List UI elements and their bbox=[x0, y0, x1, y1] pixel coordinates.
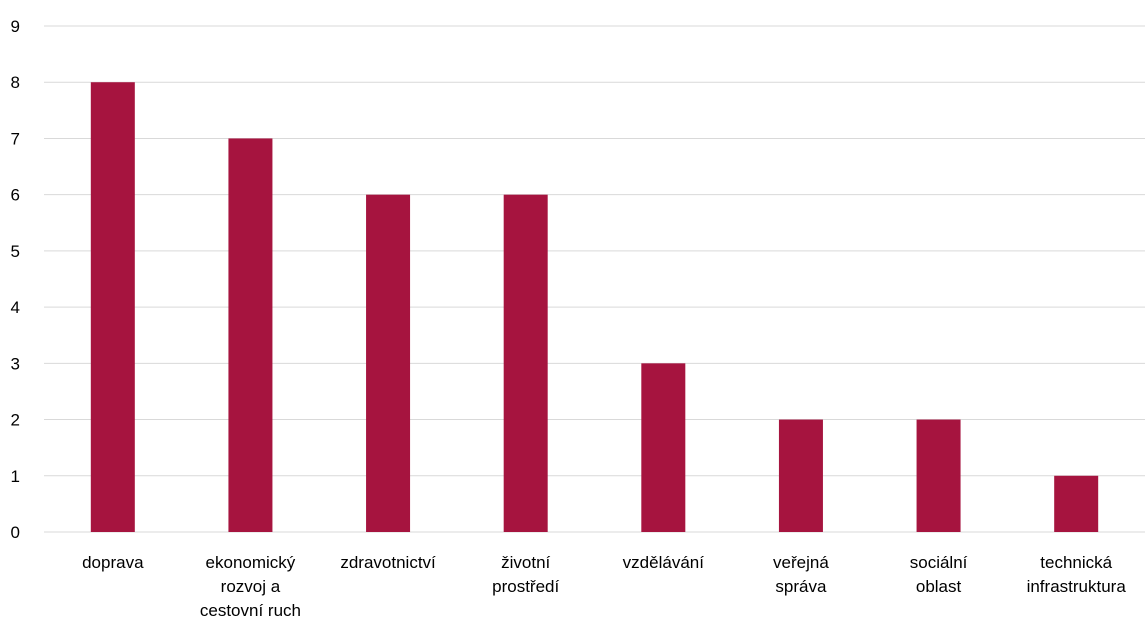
x-tick-label-line: vzdělávání bbox=[623, 553, 705, 572]
y-tick-label: 0 bbox=[11, 523, 20, 542]
y-tick-label: 9 bbox=[11, 17, 20, 36]
x-tick-label-line: prostředí bbox=[492, 577, 559, 596]
x-tick-label-line: technická bbox=[1040, 553, 1112, 572]
y-tick-label: 7 bbox=[11, 129, 20, 148]
x-tick-label-line: oblast bbox=[916, 577, 962, 596]
bar bbox=[641, 363, 686, 532]
bar bbox=[916, 419, 961, 532]
x-tick-label-line: sociální bbox=[910, 553, 968, 572]
x-tick-label: doprava bbox=[82, 553, 144, 572]
x-tick-label: vzdělávání bbox=[623, 553, 705, 572]
x-tick-label-line: infrastruktura bbox=[1027, 577, 1127, 596]
y-axis-ticks: 0 1 2 3 4 5 6 7 8 9 bbox=[11, 17, 20, 542]
y-tick-label: 3 bbox=[11, 354, 20, 373]
y-tick-label: 5 bbox=[11, 242, 20, 261]
bar bbox=[90, 82, 135, 532]
bar bbox=[228, 138, 273, 532]
x-tick-label: technická infrastruktura bbox=[1027, 553, 1127, 596]
x-tick-label: životní prostředí bbox=[492, 553, 559, 596]
gridlines bbox=[44, 25, 1145, 533]
bar bbox=[778, 419, 823, 532]
y-tick-label: 4 bbox=[11, 298, 20, 317]
x-tick-label-line: cestovní ruch bbox=[200, 601, 301, 620]
x-tick-label: sociální oblast bbox=[910, 553, 968, 596]
bar bbox=[503, 194, 548, 532]
x-tick-label-line: životní bbox=[501, 553, 550, 572]
x-axis-ticks: doprava ekonomický rozvoj a cestovní ruch zd… bbox=[82, 553, 1126, 620]
bars bbox=[90, 82, 1099, 532]
x-tick-label: ekonomický rozvoj a cestovní ruch bbox=[200, 553, 301, 620]
x-tick-label: zdravotnictví bbox=[340, 553, 436, 572]
y-tick-label: 8 bbox=[11, 73, 20, 92]
x-tick-label-line: správa bbox=[775, 577, 827, 596]
x-tick-label-line: zdravotnictví bbox=[340, 553, 436, 572]
bar bbox=[366, 194, 411, 532]
y-tick-label: 6 bbox=[11, 186, 20, 205]
x-tick-label: veřejná správa bbox=[773, 553, 829, 596]
x-tick-label-line: doprava bbox=[82, 553, 144, 572]
y-tick-label: 2 bbox=[11, 411, 20, 430]
bar bbox=[1054, 475, 1099, 532]
x-tick-label-line: rozvoj a bbox=[221, 577, 281, 596]
y-tick-label: 1 bbox=[11, 467, 20, 486]
x-tick-label-line: veřejná bbox=[773, 553, 829, 572]
x-tick-label-line: ekonomický bbox=[206, 553, 296, 572]
